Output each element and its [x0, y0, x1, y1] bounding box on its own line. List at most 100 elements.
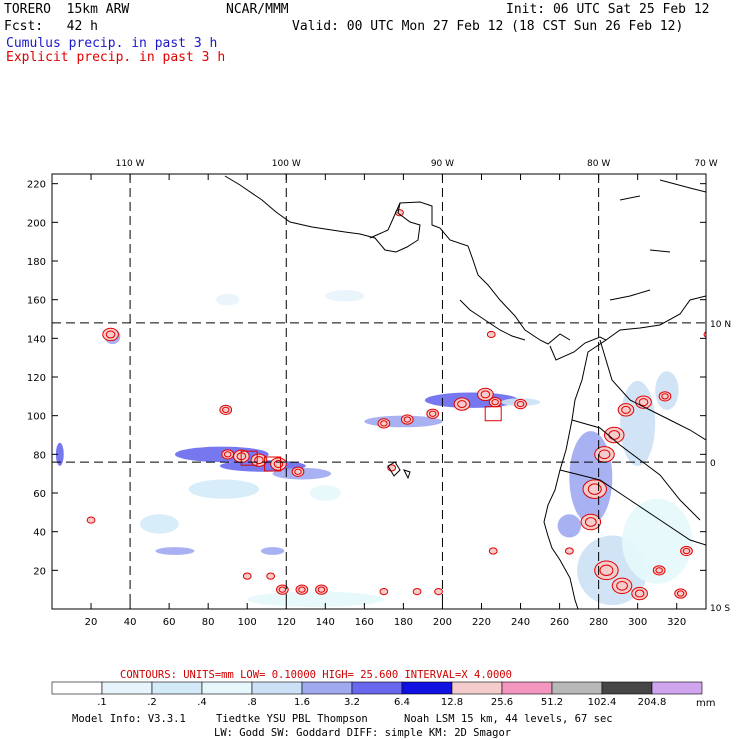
y-tick-label: 80 — [33, 450, 46, 461]
x-tick-label: 120 — [277, 617, 296, 628]
explicit-precip-contour-inner — [516, 400, 525, 408]
explicit-precip-contour-inner — [676, 590, 685, 597]
explicit-precip-contour — [379, 588, 389, 596]
cumulus-precip-area — [620, 380, 656, 466]
explicit-precip-contour — [652, 565, 666, 576]
explicit-precip-contour — [631, 586, 648, 601]
cumulus-precip-area — [309, 485, 341, 501]
axis-tick-labels: 20 40 60 80 100 120 140 160 180 200 220 240 260 280 30… — [27, 159, 731, 628]
x-tick-label: 320 — [667, 617, 686, 628]
cumulus-legend-label: Cumulus precip. in past 3 h — [6, 36, 218, 51]
explicit-precip-layer — [86, 209, 706, 601]
explicit-precip-contour — [219, 404, 233, 416]
explicit-precip-cell — [291, 466, 305, 477]
x-tick-label: 300 — [628, 617, 647, 628]
explicit-precip-cell — [250, 453, 268, 467]
explicit-precip-contour — [658, 391, 672, 402]
x-tick-label: 140 — [316, 617, 335, 628]
colorbar-level-label: 204.8 — [638, 697, 667, 708]
colorbar-segment — [501, 681, 553, 695]
coastline-map — [224, 175, 706, 609]
explicit-precip-box — [240, 450, 258, 466]
forecast-hour-label: Fcst: 42 h — [4, 19, 98, 34]
colorbar-segment — [551, 681, 603, 695]
longitude-label: 110 W — [116, 159, 145, 169]
explicit-precip-cell — [315, 584, 328, 595]
cumulus-precip-area — [188, 479, 259, 499]
explicit-precip-contour — [580, 513, 602, 531]
plot-area — [52, 174, 706, 609]
colorbar-segment — [151, 681, 203, 695]
explicit-precip-cell — [674, 588, 687, 599]
center-label: NCAR/MMM — [226, 2, 289, 17]
colorbar-segment — [301, 681, 353, 695]
explicit-precip-cell — [488, 547, 498, 555]
explicit-precip-cell — [703, 331, 706, 338]
colorbar-level-label: 102.4 — [588, 697, 617, 708]
explicit-precip-contour-inner — [223, 451, 232, 458]
cumulus-precip-area — [325, 290, 365, 302]
longitude-label: 90 W — [431, 159, 454, 169]
explicit-precip-cell — [514, 398, 527, 410]
explicit-precip-contour — [291, 466, 305, 477]
contour-info-label: CONTOURS: UNITS=mm LOW= 0.10000 HIGH= 25… — [120, 669, 512, 681]
explicit-precip-cell — [412, 588, 422, 596]
explicit-precip-contour — [488, 547, 498, 555]
colorbar: .1 .2 .4 .8 1.6 3.2 6.4 12.8 25.6 51.2 102.4 204.8 — [51, 681, 703, 708]
x-tick-label: 160 — [355, 617, 374, 628]
latitude-label: 0 — [710, 459, 716, 469]
colorbar-level-label: 25.6 — [491, 697, 513, 708]
explicit-precip-cell — [379, 588, 389, 596]
explicit-precip-contour-inner — [587, 483, 602, 495]
explicit-precip-contour — [400, 414, 414, 425]
explicit-precip-contour — [594, 446, 615, 463]
explicit-precip-contour-inner — [584, 517, 597, 527]
colorbar-segment — [201, 681, 253, 695]
x-tick-label: 20 — [85, 617, 98, 628]
cumulus-precip-area — [557, 514, 582, 538]
explicit-precip-contour — [315, 584, 328, 595]
explicit-precip-cell — [652, 565, 666, 576]
y-tick-label: 120 — [27, 373, 46, 384]
explicit-precip-cell — [221, 449, 235, 460]
caribbean-islands — [609, 179, 706, 301]
explicit-precip-contour-inner — [380, 420, 388, 427]
south-america-north-coast — [605, 295, 706, 341]
colorbar-level-label: 12.8 — [441, 697, 463, 708]
colorbar-level-label: 3.2 — [344, 697, 360, 708]
explicit-precip-contour-inner — [294, 468, 302, 475]
explicit-precip-contour — [221, 449, 235, 460]
y-tick-label: 60 — [33, 489, 46, 500]
explicit-precip-contour-inner — [480, 390, 491, 399]
explicit-precip-cell — [611, 577, 633, 595]
x-tick-label: 100 — [238, 617, 257, 628]
explicit-precip-cell — [582, 479, 607, 499]
valid-time-label: Valid: 00 UTC Mon 27 Feb 12 (18 CST Sun … — [292, 19, 684, 34]
explicit-precip-contour — [611, 577, 633, 595]
explicit-precip-contour — [617, 403, 635, 417]
explicit-precip-cell — [270, 457, 287, 471]
panama-coast — [459, 299, 526, 341]
explicit-precip-contour-inner — [621, 405, 631, 414]
x-tick-label: 280 — [589, 617, 608, 628]
y-tick-label: 40 — [33, 528, 46, 539]
explicit-precip-contour-inner — [682, 547, 691, 555]
cumulus-precip-area — [155, 547, 195, 555]
explicit-precip-contour — [250, 453, 268, 467]
explicit-precip-contour-inner — [273, 460, 284, 468]
init-label: Init: 06 UTC Sat 25 Feb 12 — [506, 2, 710, 17]
colorbar-level-label: .8 — [247, 697, 257, 708]
colorbar-segment — [401, 681, 453, 695]
explicit-precip-contour — [582, 479, 607, 499]
explicit-precip-cell — [680, 545, 693, 557]
x-tick-label: 40 — [124, 617, 137, 628]
explicit-precip-cell — [477, 387, 494, 402]
x-tick-label: 220 — [472, 617, 491, 628]
explicit-precip-contour — [412, 588, 422, 596]
explicit-precip-contour-inner — [634, 589, 645, 598]
explicit-precip-contour — [377, 418, 391, 429]
explicit-precip-cell — [242, 572, 252, 580]
explicit-precip-cell — [486, 330, 496, 339]
axis-ticks — [52, 174, 706, 609]
